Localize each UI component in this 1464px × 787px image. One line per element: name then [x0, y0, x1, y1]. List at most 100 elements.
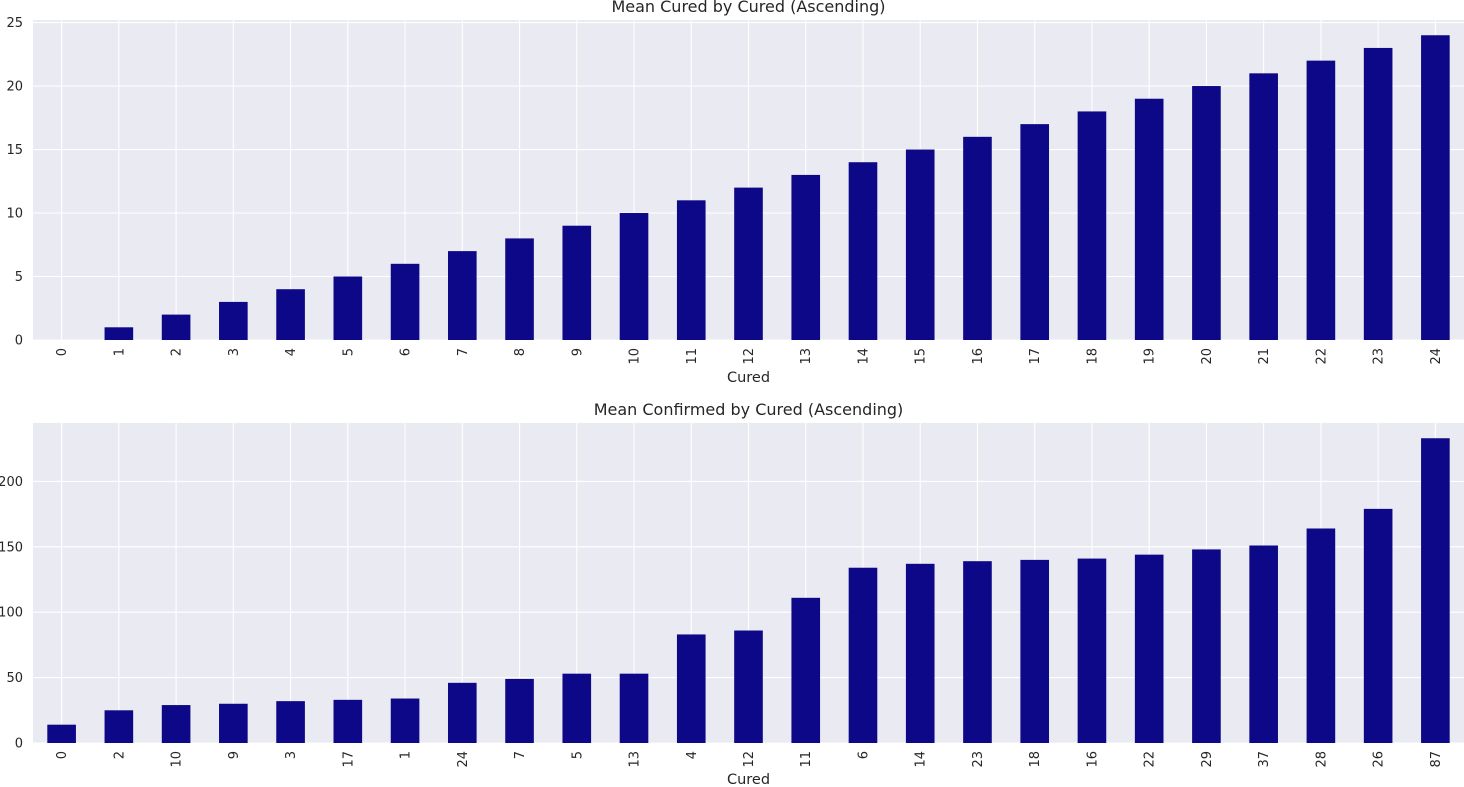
x-tick-label: 8: [513, 348, 528, 356]
x-tick-label: 16: [971, 348, 986, 365]
x-tick-label: 18: [1085, 348, 1100, 365]
bar: [161, 705, 191, 743]
x-axis-label: Cured: [727, 370, 770, 386]
bar: [676, 200, 706, 340]
y-tick-label: 5: [15, 270, 23, 285]
bar: [1363, 47, 1393, 340]
x-tick-label: 4: [685, 751, 700, 759]
x-tick-label: 12: [742, 348, 757, 365]
bar: [905, 563, 935, 743]
x-tick-label: 5: [341, 348, 356, 356]
bar: [562, 673, 592, 743]
bar: [1020, 124, 1050, 340]
bar: [276, 289, 305, 340]
x-tick-label: 11: [799, 751, 814, 768]
x-tick-label: 13: [799, 348, 814, 365]
y-tick-label: 20: [6, 80, 23, 95]
bar: [1363, 508, 1393, 743]
x-tick-label: 17: [1028, 348, 1043, 365]
y-tick-label: 15: [6, 143, 23, 158]
x-tick-label: 5: [570, 751, 585, 759]
x-tick-label: 9: [227, 751, 242, 759]
x-tick-label: 15: [914, 348, 929, 365]
x-tick-label: 6: [856, 751, 871, 759]
x-tick-label: 2: [112, 751, 127, 759]
bar: [676, 634, 706, 743]
y-tick-label: 200: [0, 475, 23, 490]
bar: [1134, 554, 1164, 743]
bar: [219, 301, 248, 340]
x-tick-label: 21: [1257, 348, 1272, 365]
bar: [1249, 545, 1278, 743]
bar: [619, 213, 649, 340]
x-tick-label: 10: [170, 751, 185, 768]
x-tick-label: 17: [341, 751, 356, 768]
bar: [1306, 60, 1336, 341]
y-tick-label: 10: [6, 207, 23, 222]
bar: [1077, 558, 1107, 743]
bar: [47, 724, 76, 743]
x-tick-label: 1: [112, 348, 127, 356]
x-tick-label: 4: [284, 348, 299, 356]
x-tick-label: 23: [971, 751, 986, 768]
x-tick-label: 24: [1429, 348, 1444, 365]
bar: [104, 327, 134, 340]
x-tick-label: 10: [628, 348, 643, 365]
bar: [505, 678, 534, 743]
x-tick-label: 87: [1429, 751, 1444, 768]
bar: [333, 699, 363, 743]
bar: [963, 561, 992, 743]
y-tick-labels: 0 5 10 15 20 25: [6, 16, 23, 348]
y-tick-label: 50: [6, 671, 23, 686]
chart-title: Mean Confirmed by Cured (Ascending): [594, 400, 904, 419]
chart-title: Mean Cured by Cured (Ascending): [611, 0, 885, 16]
x-tick-label: 12: [742, 751, 757, 768]
y-tick-label: 0: [15, 737, 23, 752]
bar: [791, 597, 821, 743]
x-tick-label: 7: [456, 348, 471, 356]
bar: [1306, 528, 1336, 743]
x-tick-label: 2: [170, 348, 185, 356]
x-tick-label: 0: [55, 751, 70, 759]
bar: [1134, 98, 1164, 340]
bar: [1192, 549, 1221, 743]
chart-mean-confirmed: 0 50 100 150 200 0 2 10 9 3 17 1 24 7 5 13 4 12 11 6 14 23 18…: [0, 400, 1464, 787]
bar: [963, 136, 992, 340]
x-tick-label: 37: [1257, 751, 1272, 768]
y-tick-label: 0: [15, 334, 23, 349]
x-tick-label: 28: [1314, 751, 1329, 768]
x-tick-label: 29: [1200, 751, 1215, 768]
x-tick-label: 24: [456, 751, 471, 768]
y-tick-labels: 0 50 100 150 200: [0, 475, 23, 752]
bar: [791, 174, 821, 340]
bar: [1421, 35, 1450, 340]
x-axis-label: Cured: [727, 772, 770, 787]
x-tick-labels: 0 1 2 3 4 5 6 7 8 9 10 11 12 13 14 15 16 17 18 19 20 21 22 23 24: [55, 348, 1444, 365]
x-tick-label: 11: [685, 348, 700, 365]
bar: [1249, 73, 1278, 340]
bar: [390, 698, 420, 743]
bar: [219, 703, 248, 743]
bar: [390, 263, 420, 340]
x-tick-label: 26: [1372, 751, 1387, 768]
bar: [447, 251, 477, 340]
bar: [447, 682, 477, 743]
x-tick-label: 23: [1372, 348, 1387, 365]
x-tick-label: 0: [55, 348, 70, 356]
x-tick-label: 14: [914, 751, 929, 768]
x-tick-label: 13: [628, 751, 643, 768]
bar: [848, 162, 878, 340]
x-tick-label: 1: [399, 751, 414, 759]
bar: [1192, 86, 1221, 341]
bar: [562, 225, 592, 340]
x-tick-label: 22: [1314, 348, 1329, 365]
bar: [734, 630, 763, 743]
y-tick-label: 100: [0, 606, 23, 621]
bar: [1421, 438, 1450, 743]
y-tick-label: 25: [6, 16, 23, 31]
bar: [619, 673, 649, 743]
bars: [104, 35, 1450, 341]
x-tick-label: 3: [284, 751, 299, 759]
